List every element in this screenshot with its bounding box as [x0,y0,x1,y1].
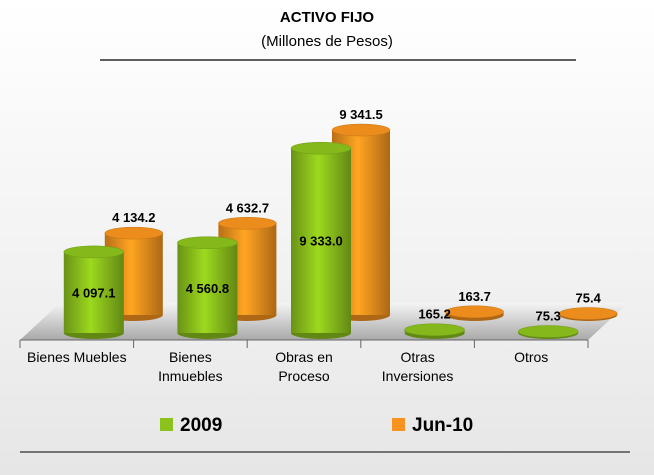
data-label: 75.4 [576,291,602,306]
data-label: 165.2 [418,307,451,322]
x-tick-label: Otras Inversiones [381,349,454,384]
data-label: 4 097.1 [72,285,115,300]
bar-top [517,325,579,338]
bar-top [404,323,465,336]
cylinder: 4 560.8 [177,236,238,339]
chart-title: ACTIVO FIJO [280,9,375,26]
cylinder: 163.7 [445,289,504,321]
bar-top [290,141,352,155]
data-label: 9 341.5 [339,107,382,122]
bar [63,251,124,333]
legend-swatch [160,418,173,431]
x-tick-label: Bienes Muebles [26,349,127,365]
bar [177,242,238,333]
cylinder: 4 097.1 [63,245,125,339]
legend-label: 2009 [180,415,222,436]
x-tick-label: Obras en Proceso [275,349,333,384]
cylinder: 75.4 [558,291,618,321]
data-label: 4 134.2 [112,210,155,225]
cylinder: 9 333.0 [290,141,352,339]
data-label: 9 333.0 [299,234,342,249]
data-label: 163.7 [458,289,491,304]
legend-label: Jun-10 [412,415,473,436]
bar-top [331,123,391,137]
cylinder: 75.3 [517,309,579,339]
bar-top [218,217,277,230]
data-label: 75.3 [536,309,561,324]
bars: 4 134.2 4 632.7 9 341.5 163.7 75.4 4 097.1 4 5… [63,107,618,339]
bar-top [63,245,125,259]
bar [291,148,351,333]
bar-top [104,226,164,240]
bar-top [445,305,504,319]
data-label: 4 560.8 [186,281,229,296]
legend-swatch [392,418,405,431]
cylinder: 165.2 [404,307,465,339]
chart-subtitle: (Millones de Pesos) [261,33,393,50]
data-label: 4 632.7 [226,200,269,215]
x-tick-label: Otros [514,349,549,365]
bar-top [558,307,618,320]
bar-top [177,236,238,249]
x-tick-label: Bienes Inmuebles [158,349,223,384]
